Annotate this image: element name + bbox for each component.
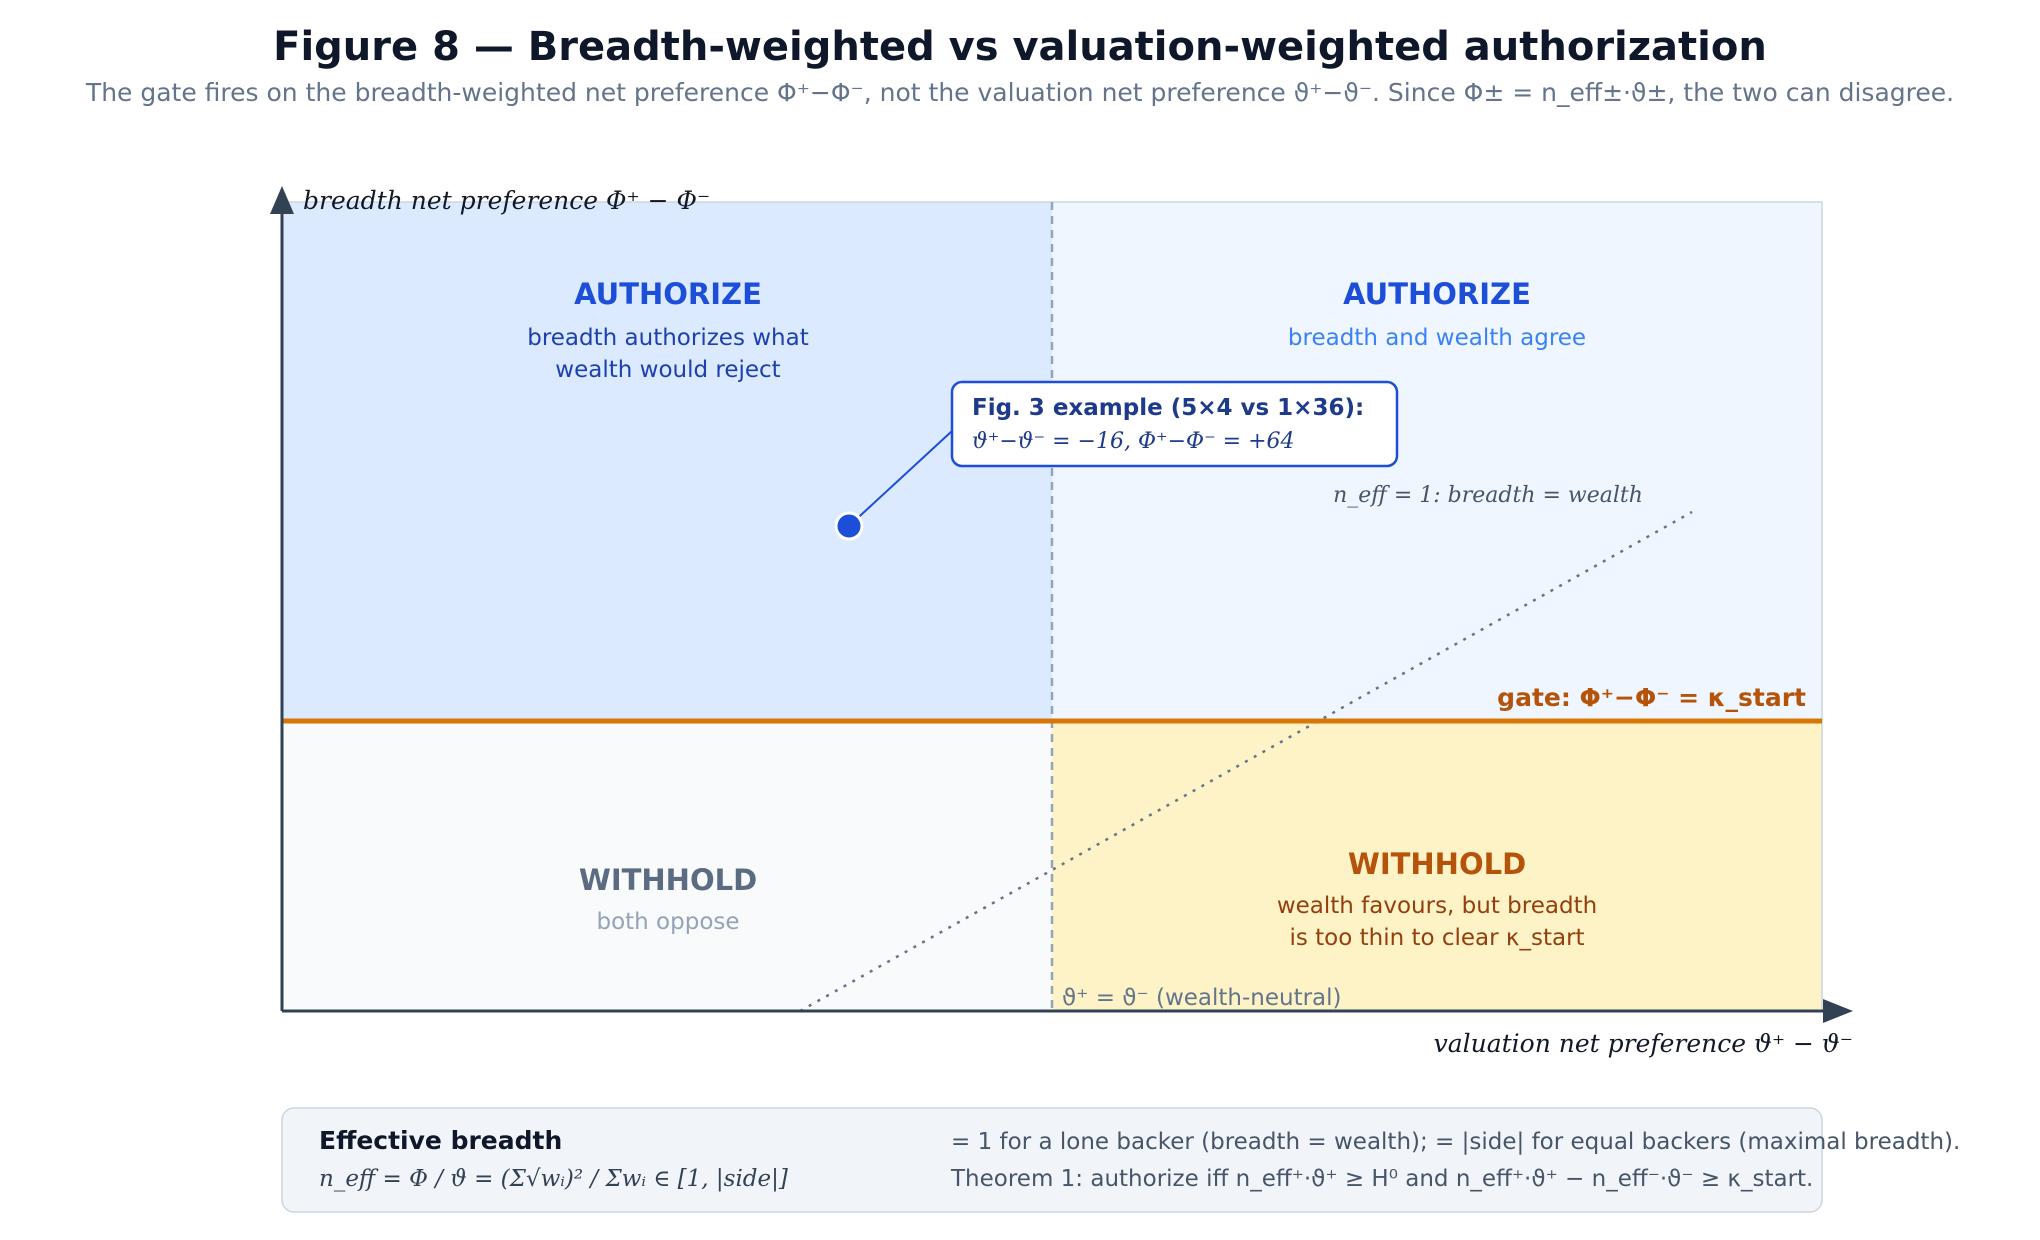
gate-label: gate: Φ⁺−Φ⁻ = κ_start [1497,683,1806,712]
callout-title: Fig. 3 example (5×4 vs 1×36): [972,395,1364,421]
quadrant-top-right-heading: AUTHORIZE [1343,277,1531,311]
y-axis-label: breadth net preference Φ⁺ − Φ⁻ [303,186,710,215]
callout-box [950,380,1399,468]
diagonal-label: n_eff = 1: breadth = wealth [1333,483,1643,508]
quadrant-top-left-line2: wealth would reject [555,357,780,383]
figure-title: Figure 8 — Breadth-weighted vs valuation… [273,24,1767,70]
x-axis-label: valuation net preference ϑ⁺ − ϑ⁻ [1434,1029,1853,1058]
footer-note-1: = 1 for a lone backer (breadth = wealth)… [951,1129,1960,1155]
footer-formula: n_eff = Φ / ϑ = (Σ√wᵢ)² / Σwᵢ ∈ [1, |sid… [319,1166,788,1192]
quadrant-top-left-line1: breadth authorizes what [527,325,809,351]
example-point [834,511,864,541]
y-axis-arrow-icon [270,186,294,214]
quadrant-bottom-left-heading: WITHHOLD [579,863,757,897]
quadrant-bottom-left-line1: both oppose [596,909,739,935]
x-axis-arrow-icon [1823,999,1853,1023]
quadrant-bottom-right-bg [1052,721,1822,1011]
footer-note-2: Theorem 1: authorize iff n_eff⁺·ϑ⁺ ≥ H⁰ … [950,1166,1813,1192]
footer-heading: Effective breadth [319,1126,562,1155]
figure-subtitle: The gate fires on the breadth-weighted n… [85,78,1954,107]
quadrant-bottom-left-bg [282,721,1052,1011]
callout-connector [848,430,953,527]
diagonal-neff-line [799,510,1693,1013]
quadrant-bottom-right-heading: WITHHOLD [1348,847,1526,881]
quadrant-bottom-right-line2: is too thin to clear κ_start [1289,925,1584,951]
wealth-neutral-label: ϑ⁺ = ϑ⁻ (wealth-neutral) [1062,985,1342,1011]
callout-formula: ϑ⁺−ϑ⁻ = −16, Φ⁺−Φ⁻ = +64 [972,429,1295,454]
quadrant-top-right-line1: breadth and wealth agree [1288,325,1586,351]
quadrant-bottom-right-line1: wealth favours, but breadth [1277,893,1597,919]
quadrant-top-left-heading: AUTHORIZE [574,277,762,311]
footer-box [281,1107,1823,1213]
quadrant-top-left-bg [282,202,1052,721]
